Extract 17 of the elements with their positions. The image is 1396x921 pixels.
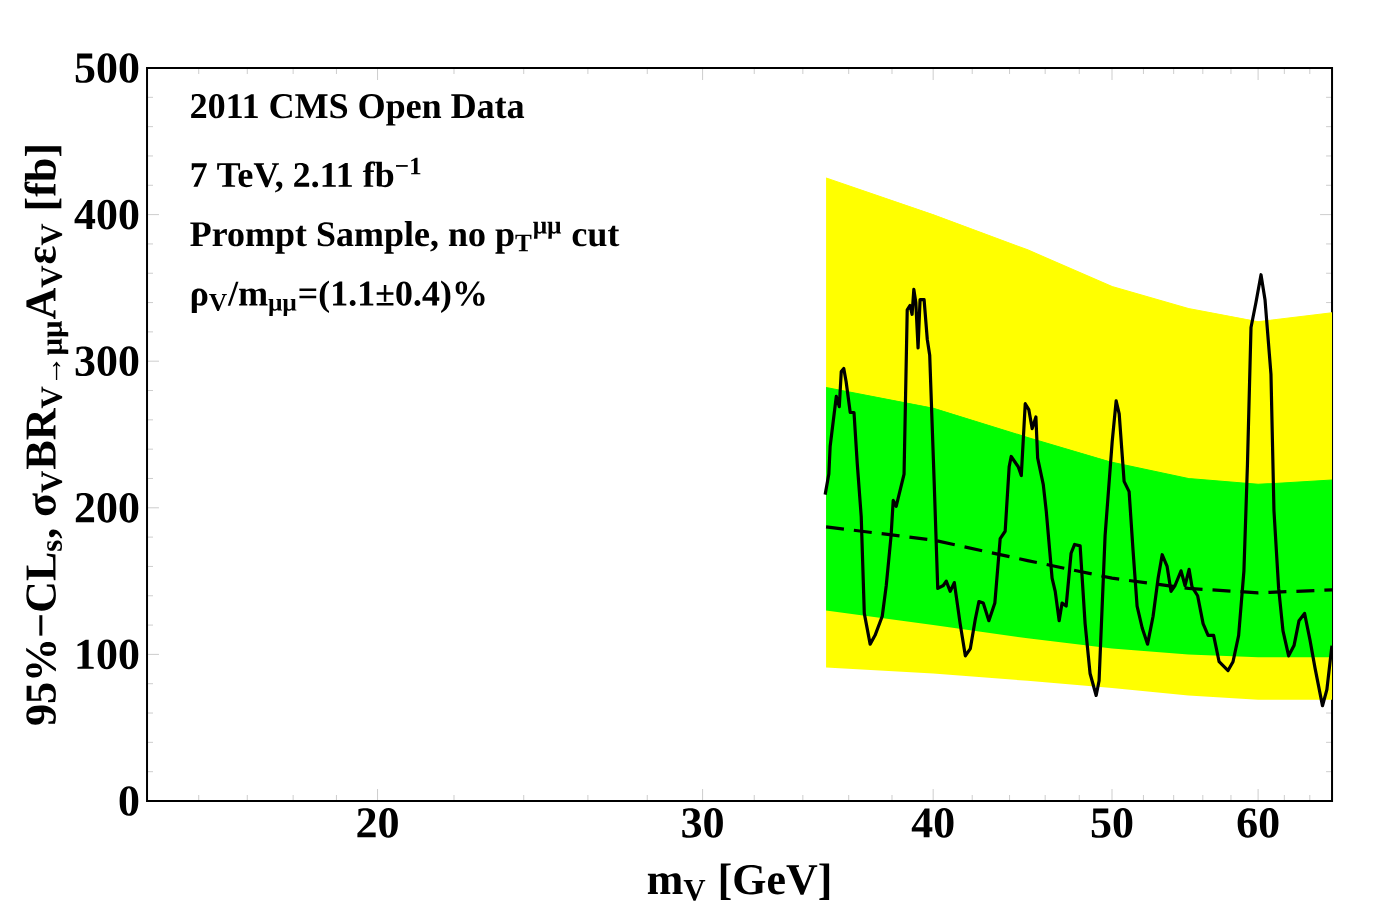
x-tick-label: 60 [1237,808,1279,838]
annotation: Prompt Sample, no p$_{T}$$^{μμ}$ cut [190,220,620,254]
x-tick-label: 20 [357,808,398,838]
annotation: 2011 CMS Open Data [191,94,525,126]
text: 95%−CL$_{s}$, σ$_{V}$BR$_{V→μμ}$A$_{V}$ε$_{V}$ [fb] [24,146,69,725]
y-tick-label: 300 [75,346,139,377]
x-tick-label: 50 [1091,808,1133,838]
y-tick-label: 400 [74,199,139,230]
y-tick-label: 100 [77,639,139,670]
y-tick-label: 500 [75,53,139,83]
x-axis-title: m$_{V}$ [GeV] [647,863,830,901]
x-tick-label: 40 [911,808,954,838]
y-tick-label: 0 [119,786,139,816]
annotation: 7 TeV, 2.11 fb$^{−1}$ [191,157,421,193]
y-tick-label: 200 [75,492,139,523]
annotation: ρ$_{V}$/m$_{μμ}$=(1.1±0.4)% [191,280,485,316]
x-tick-label: 30 [682,808,723,838]
